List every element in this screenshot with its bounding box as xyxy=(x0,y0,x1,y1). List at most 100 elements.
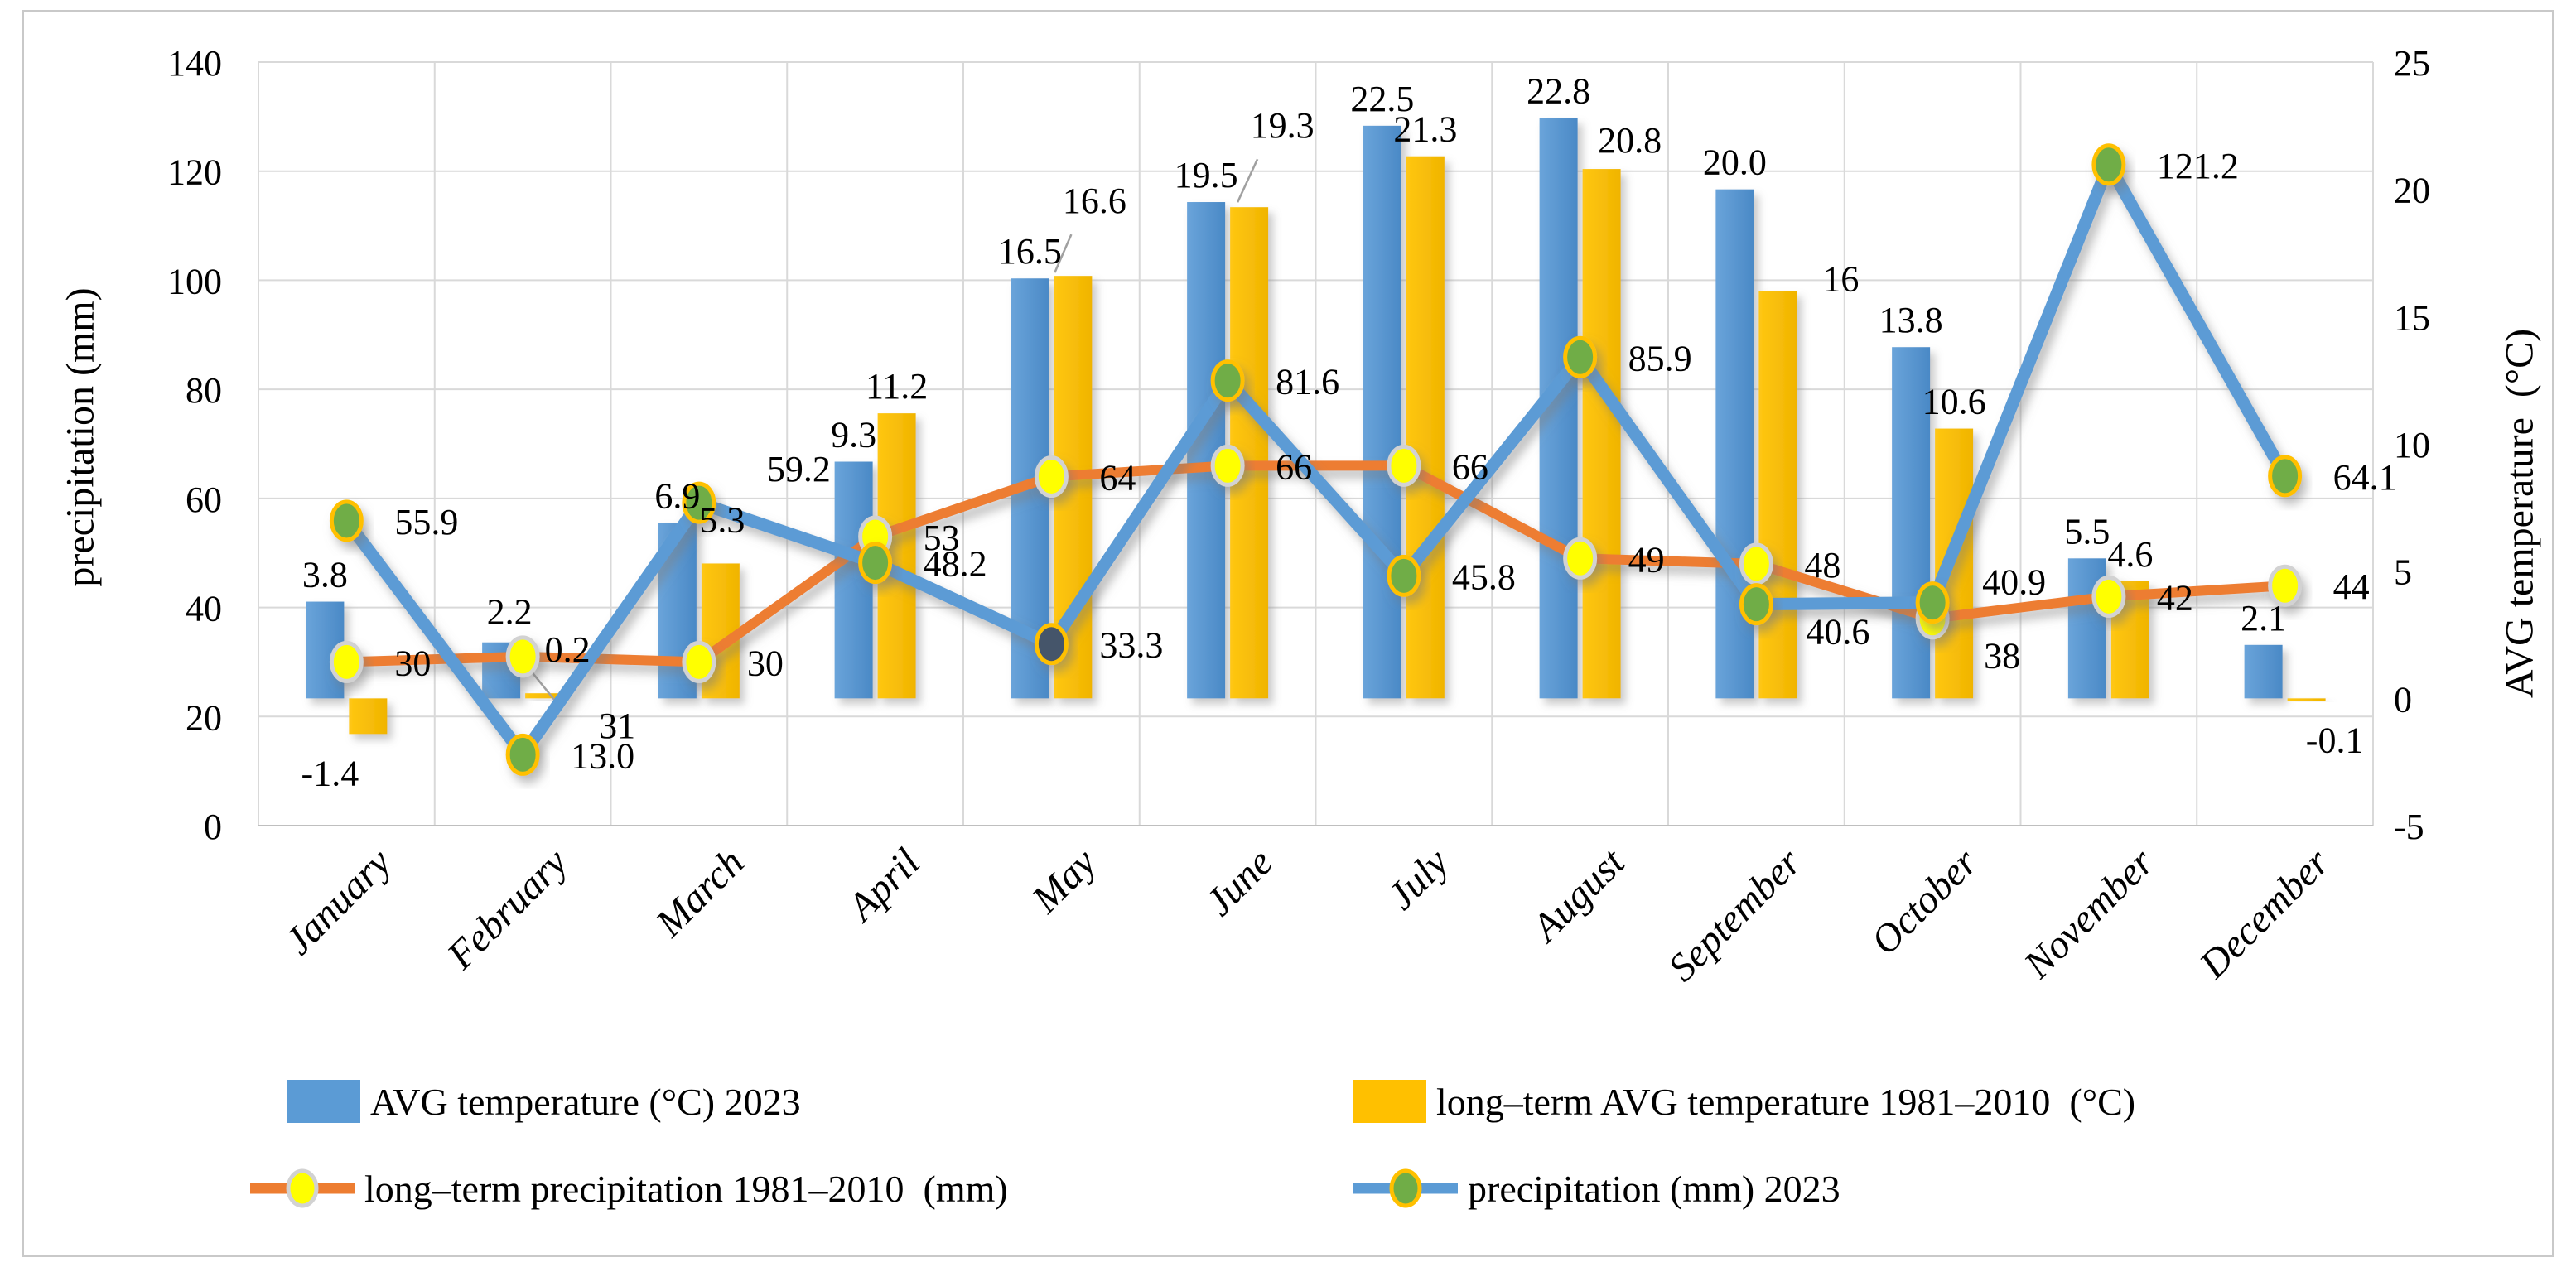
marker-precip-2023-march xyxy=(682,481,716,524)
data-label-avg-temp-2023-december: 2.1 xyxy=(2241,598,2286,638)
marker-precip-2023-september xyxy=(1739,583,1773,626)
line-longterm-precip xyxy=(341,460,2290,667)
data-label-precip-2023-july: 45.8 xyxy=(1452,556,1516,597)
left-axis-tick-100: 100 xyxy=(167,261,222,301)
marker-precip-2023-july xyxy=(1387,554,1421,597)
marker-longterm-precip-may xyxy=(1034,455,1069,499)
data-label-longterm-avg-temp-january: -1.4 xyxy=(301,753,359,793)
data-label-longterm-precip-june: 66 xyxy=(1276,446,1312,487)
marker-longterm-precip-march xyxy=(682,640,716,683)
label-leader-line-1 xyxy=(1054,234,1073,273)
data-label-longterm-precip-may: 64 xyxy=(1099,458,1136,499)
left-axis-tick-140: 140 xyxy=(167,43,222,84)
marker-longterm-precip-june xyxy=(1210,444,1245,487)
marker-precip-2023-may xyxy=(1034,623,1069,666)
right-axis-tick-5: 5 xyxy=(2394,552,2412,593)
bar-avg-temp-2023-july xyxy=(1363,125,1401,699)
data-label-avg-temp-2023-august: 22.8 xyxy=(1527,71,1590,112)
left-axis-tick-120: 120 xyxy=(167,152,222,193)
marker-precip-2023-october xyxy=(1915,581,1950,624)
data-label-precip-2023-december: 64.1 xyxy=(2333,457,2397,498)
figure-border xyxy=(22,10,2554,1257)
data-label-precip-2023-november: 121.2 xyxy=(2157,146,2239,186)
marker-longterm-precip-december xyxy=(2268,564,2303,607)
marker-precip-2023-august xyxy=(1563,335,1598,378)
marker-precip-2023-june xyxy=(1210,359,1245,402)
marker-precip-2023-january xyxy=(329,499,364,542)
marker-longterm-precip-february xyxy=(505,635,540,678)
data-label-avg-temp-2023-january: 3.8 xyxy=(302,555,348,595)
left-axis-tick-60: 60 xyxy=(186,479,222,520)
data-label-longterm-avg-temp-february: 0.2 xyxy=(545,629,591,670)
data-label-precip-2023-september: 40.6 xyxy=(1806,612,1869,653)
data-label-longterm-avg-temp-may: 16.6 xyxy=(1063,181,1126,221)
data-label-longterm-precip-july: 66 xyxy=(1452,446,1488,487)
data-label-precip-2023-august: 85.9 xyxy=(1628,338,1692,378)
marker-precip-2023-november xyxy=(2091,143,2126,186)
right-axis-tick--5: -5 xyxy=(2394,807,2424,847)
data-label-precip-2023-april: 48.2 xyxy=(924,544,987,585)
data-label-longterm-precip-march: 30 xyxy=(747,643,784,683)
marker-precip-2023-december xyxy=(2268,455,2303,498)
data-label-precip-2023-october: 40.9 xyxy=(1982,562,2046,603)
data-label-longterm-avg-temp-july: 21.3 xyxy=(1393,109,1457,150)
bar-longterm-avg-temp-december xyxy=(2287,698,2326,701)
right-axis-tick-10: 10 xyxy=(2394,425,2430,465)
data-label-precip-2023-february: 13.0 xyxy=(571,735,634,776)
left-axis-tick-80: 80 xyxy=(186,370,222,411)
marker-precip-2023-february xyxy=(505,733,540,776)
right-axis-tick-15: 15 xyxy=(2394,297,2430,338)
data-label-avg-temp-2023-february: 2.2 xyxy=(487,592,533,633)
data-label-longterm-precip-january: 30 xyxy=(394,643,431,683)
data-label-avg-temp-2023-july: 22.5 xyxy=(1350,79,1414,119)
left-axis-title: precipitation (mm) xyxy=(58,287,103,587)
marker-longterm-precip-august xyxy=(1563,537,1598,580)
data-label-longterm-precip-april: 53 xyxy=(924,518,960,558)
bar-avg-temp-2023-december xyxy=(2244,644,2283,699)
data-label-longterm-precip-october: 38 xyxy=(1984,636,2020,677)
data-label-longterm-avg-temp-december: -0.1 xyxy=(2306,720,2364,760)
right-axis-tick-20: 20 xyxy=(2394,171,2430,211)
right-axis-tick-25: 25 xyxy=(2394,43,2430,84)
data-label-avg-temp-2023-november: 5.5 xyxy=(2064,511,2110,552)
left-axis-tick-40: 40 xyxy=(186,589,222,629)
data-label-longterm-avg-temp-march: 5.3 xyxy=(699,499,745,540)
marker-precip-2023-april xyxy=(858,542,893,585)
data-label-longterm-precip-december: 44 xyxy=(2333,566,2370,607)
data-label-longterm-avg-temp-september: 16 xyxy=(1822,259,1859,300)
data-label-longterm-avg-temp-april: 11.2 xyxy=(866,366,928,407)
bar-longterm-avg-temp-august xyxy=(1582,169,1621,699)
data-label-longterm-precip-february: 31 xyxy=(599,706,635,746)
left-axis-tick-0: 0 xyxy=(204,807,222,847)
right-axis-tick-0: 0 xyxy=(2394,679,2412,720)
bar-longterm-avg-temp-september xyxy=(1758,291,1797,699)
line-precip-2023 xyxy=(340,158,2292,761)
marker-longterm-precip-january xyxy=(329,640,364,683)
data-label-precip-2023-january: 55.9 xyxy=(394,502,458,542)
bar-longterm-avg-temp-january xyxy=(349,698,388,735)
left-axis-tick-20: 20 xyxy=(186,697,222,738)
bar-longterm-avg-temp-july xyxy=(1406,156,1445,699)
data-label-precip-2023-may: 33.3 xyxy=(1099,625,1163,666)
data-label-longterm-precip-september: 48 xyxy=(1804,545,1840,585)
data-label-avg-temp-2023-april: 9.3 xyxy=(831,415,876,455)
data-label-longterm-avg-temp-june: 19.3 xyxy=(1251,105,1315,146)
data-label-avg-temp-2023-march: 6.9 xyxy=(654,475,700,516)
right-axis-title: AVG temperature (°C) xyxy=(2497,328,2542,699)
data-label-avg-temp-2023-may: 16.5 xyxy=(998,231,1062,272)
data-label-avg-temp-2023-june: 19.5 xyxy=(1175,155,1238,195)
marker-longterm-precip-september xyxy=(1739,542,1773,585)
data-label-longterm-avg-temp-october: 10.6 xyxy=(1922,382,1986,422)
marker-longterm-precip-november xyxy=(2091,575,2126,618)
data-label-avg-temp-2023-september: 20.0 xyxy=(1703,142,1767,183)
data-label-precip-2023-june: 81.6 xyxy=(1276,362,1339,402)
data-label-precip-2023-march: 59.2 xyxy=(767,449,831,489)
data-label-longterm-precip-november: 42 xyxy=(2157,577,2193,618)
bar-avg-temp-2023-october xyxy=(1892,347,1931,699)
bar-longterm-avg-temp-february xyxy=(525,693,564,699)
marker-longterm-precip-july xyxy=(1387,444,1421,487)
label-leader-line-2 xyxy=(1236,158,1259,203)
data-label-longterm-precip-august: 49 xyxy=(1628,539,1665,580)
